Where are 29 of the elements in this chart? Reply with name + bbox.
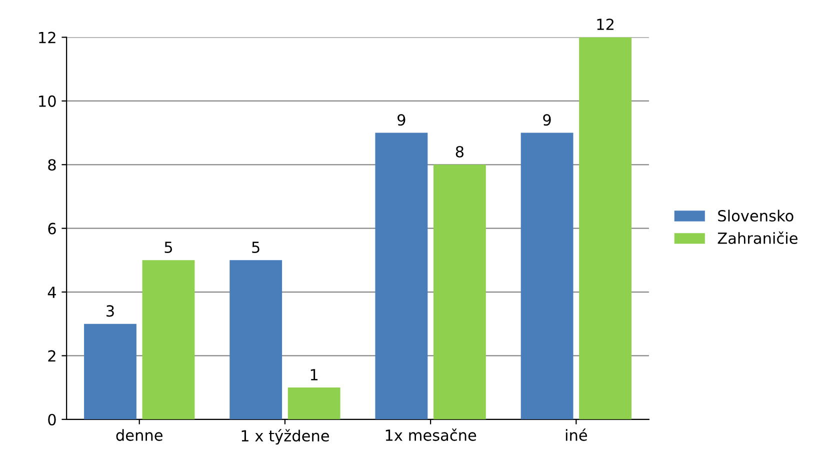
y-tick-label: 12: [39, 32, 56, 44]
y-tick-label: 6: [48, 222, 56, 234]
bar: [433, 164, 486, 420]
x-tick-label: 1x mesačne: [386, 428, 476, 441]
legend-label: Zahraničie: [718, 232, 798, 244]
data-label: 1: [310, 369, 318, 380]
bar: [375, 132, 428, 420]
data-label: 12: [597, 18, 614, 30]
legend-label: Slovensko: [718, 210, 794, 222]
bar: [579, 37, 632, 420]
bar: [288, 388, 340, 420]
x-tick-label: 1 x týždene: [242, 429, 329, 445]
data-label: 9: [543, 114, 551, 126]
data-label: 8: [456, 146, 464, 158]
y-tick-label: 4: [48, 286, 56, 298]
y-tick-label: 0: [48, 414, 56, 426]
data-label: 5: [252, 242, 260, 254]
x-tick-label: iné: [566, 428, 588, 441]
data-label: 5: [164, 242, 172, 254]
bar: [230, 260, 282, 420]
x-tick-label: denne: [116, 429, 162, 441]
bar: [142, 260, 195, 420]
y-tick-label: 8: [48, 159, 56, 171]
bar: [84, 324, 136, 420]
data-label: 3: [106, 305, 114, 317]
bar: [520, 132, 574, 420]
y-tick-label: 10: [39, 95, 56, 107]
data-label: 9: [398, 114, 406, 126]
y-tick-label: 2: [48, 350, 56, 362]
